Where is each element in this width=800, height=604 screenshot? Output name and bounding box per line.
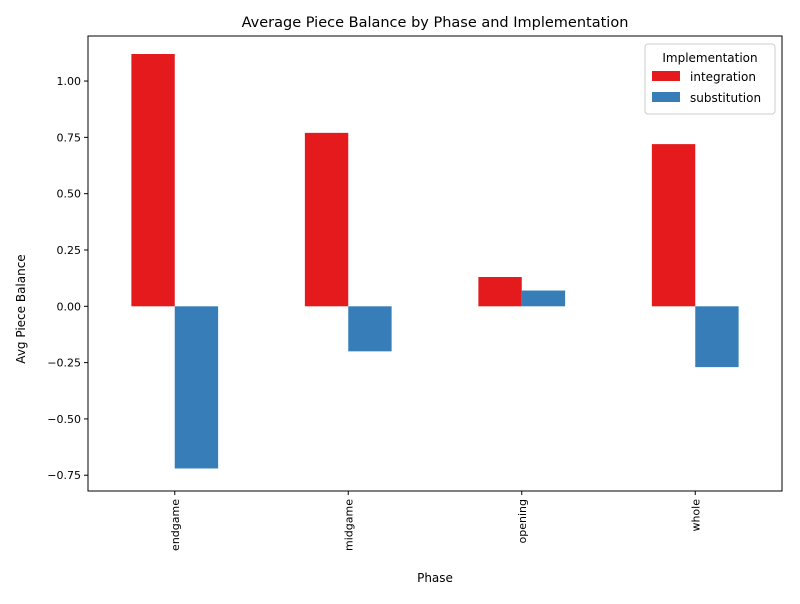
y-tick-label: −0.75 — [47, 469, 81, 482]
chart-title: Average Piece Balance by Phase and Imple… — [242, 15, 629, 31]
bar-substitution-opening — [521, 290, 566, 307]
legend: Implementation integration substitution — [644, 43, 776, 115]
legend-swatch-substitution — [652, 92, 680, 102]
bar-integration-opening — [478, 277, 522, 307]
y-tick-label: −0.25 — [47, 357, 81, 370]
y-tick-label: 0.25 — [57, 244, 82, 257]
x-axis-ticks: endgame midgame opening whole — [169, 491, 702, 551]
x-axis-label: Phase — [417, 571, 453, 585]
x-tick-label: midgame — [342, 499, 355, 551]
bar-integration-endgame — [131, 54, 175, 307]
x-tick-label: endgame — [169, 499, 182, 551]
legend-title: Implementation — [662, 51, 757, 65]
legend-label-substitution: substitution — [690, 91, 761, 105]
bar-substitution-midgame — [348, 306, 392, 352]
bars-group — [131, 54, 739, 469]
y-axis-label: Avg Piece Balance — [14, 254, 28, 363]
y-tick-label: 1.00 — [57, 75, 82, 88]
y-tick-label: 0.00 — [57, 300, 82, 313]
legend-items: integration substitution — [652, 70, 761, 105]
y-tick-label: 0.75 — [57, 131, 82, 144]
axes-frame — [87, 35, 783, 492]
y-tick-label: 0.50 — [57, 188, 82, 201]
x-tick-label: opening — [516, 499, 529, 543]
legend-swatch-integration — [652, 71, 680, 81]
y-axis-ticks: −0.75 −0.50 −0.25 0.00 0.25 0.50 0.75 1.00 — [47, 75, 88, 482]
x-tick-label: whole — [689, 499, 702, 532]
bar-substitution-endgame — [174, 306, 219, 469]
y-tick-label: −0.50 — [47, 413, 81, 426]
bar-substitution-whole — [695, 306, 739, 368]
bar-integration-whole — [651, 144, 696, 307]
legend-label-integration: integration — [690, 70, 756, 84]
bar-integration-midgame — [304, 132, 349, 307]
